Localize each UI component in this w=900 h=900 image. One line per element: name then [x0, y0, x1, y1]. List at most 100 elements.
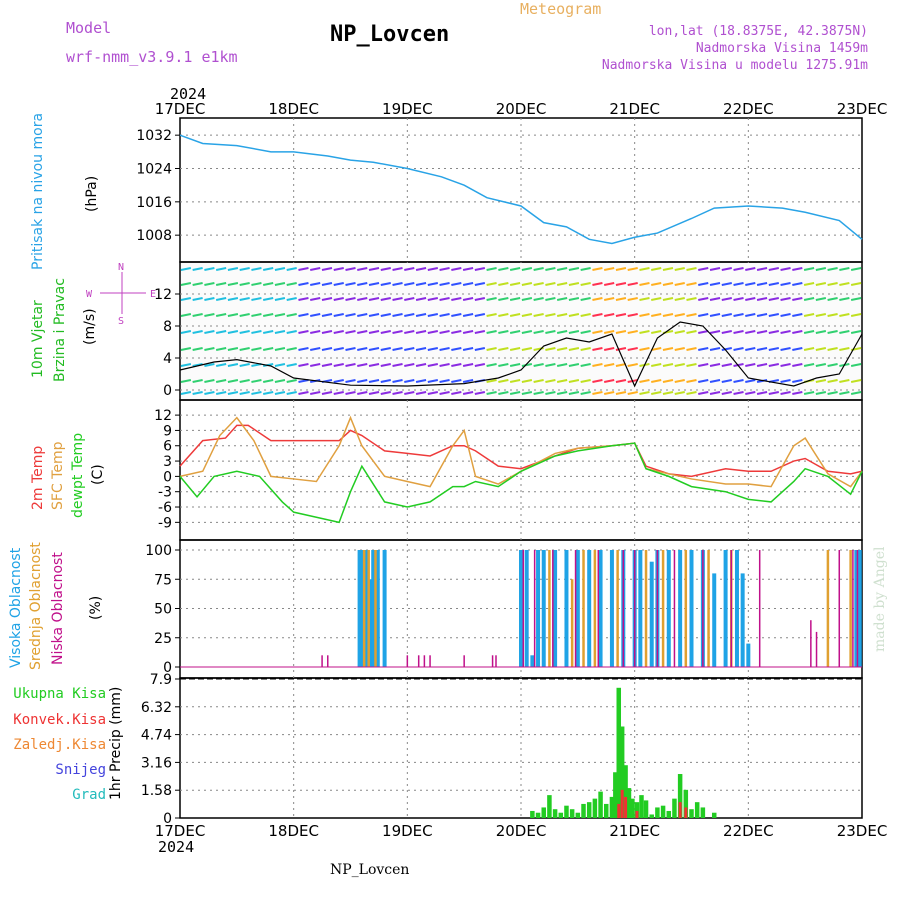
cloud-low-bar — [730, 550, 733, 667]
wind-barb — [815, 267, 827, 271]
y-tick-label: 4.74 — [141, 728, 172, 744]
wind-barb — [274, 297, 286, 301]
wind-barb — [498, 379, 509, 383]
wind-barb — [603, 347, 615, 351]
wind-barb — [545, 363, 556, 367]
precip-total-bar — [683, 789, 689, 818]
wind-barb — [345, 267, 356, 271]
wind-barb — [545, 330, 556, 334]
wind-barb — [239, 391, 250, 395]
wind-barb — [333, 379, 344, 383]
wind-barb — [568, 267, 580, 271]
wind-barb — [298, 282, 309, 286]
wind-barb — [580, 379, 591, 383]
wind-barb — [392, 313, 403, 317]
wind-barb — [698, 363, 709, 367]
wind-barb — [286, 330, 297, 334]
model-label: Model — [66, 19, 112, 37]
wind-barb — [521, 379, 533, 383]
time-label-top: 19DEC — [382, 100, 433, 118]
wind-barb — [709, 282, 721, 286]
time-label-bottom: 20DEC — [496, 822, 547, 840]
wind-barb — [662, 297, 674, 301]
wind-barb — [662, 313, 674, 317]
precip-total-bar — [626, 788, 632, 818]
cloud-low-bar — [758, 550, 761, 667]
wind-barb — [592, 363, 603, 367]
wind-barb — [192, 313, 203, 317]
cloud-high-bar — [746, 643, 751, 667]
wind-barb — [615, 297, 627, 301]
wind-barb — [286, 363, 297, 367]
wind-barb — [192, 391, 203, 395]
time-label-bottom: 17DEC — [155, 822, 206, 840]
precip-total-bar — [639, 795, 644, 818]
wind-barb — [592, 297, 603, 301]
wind-barb — [827, 347, 838, 351]
wind-barb — [298, 267, 309, 271]
cloud-low-bar — [656, 550, 659, 667]
wind-barb — [192, 282, 203, 286]
wind-barb — [486, 330, 497, 334]
precip-total-bar — [613, 772, 618, 818]
wind-barb — [521, 267, 533, 271]
y-tick-label: 12 — [154, 287, 172, 303]
wind-barb — [780, 282, 791, 286]
wind-barb — [239, 282, 250, 286]
cloud-low-bar — [327, 655, 329, 667]
wind-barb — [639, 391, 650, 395]
cloud-high-bar — [587, 550, 592, 667]
wind-barb — [627, 330, 638, 334]
cloud-low-bar — [597, 550, 600, 667]
cloud-low-bar — [423, 655, 426, 667]
wind-barb — [404, 282, 415, 286]
wind-barb — [780, 267, 791, 271]
wind-barb — [709, 297, 721, 301]
cloud-mid-bar — [570, 579, 574, 667]
wind-barb — [756, 391, 768, 395]
wind-barb — [239, 330, 250, 334]
wind-barb — [815, 313, 827, 317]
wind-barb — [545, 313, 556, 317]
wind-barb — [568, 363, 580, 367]
wind-barb — [815, 379, 827, 383]
wind-barb — [651, 282, 662, 286]
wind-barb — [380, 347, 391, 351]
wind-barb — [839, 313, 850, 317]
wind-barb — [521, 282, 533, 286]
wind-barb — [592, 313, 603, 317]
wind-barb — [850, 363, 862, 367]
wind-barb — [839, 267, 850, 271]
wind-barb — [756, 267, 768, 271]
wind-barb — [792, 297, 803, 301]
wind-barb — [698, 297, 709, 301]
wind-barb — [239, 379, 250, 383]
wind-barb — [368, 363, 380, 367]
wind-barb — [274, 267, 286, 271]
wind-barb — [251, 297, 262, 301]
wind-barb — [286, 297, 297, 301]
wind-barb — [815, 391, 827, 395]
wind-barb — [345, 313, 356, 317]
precip-total-bar — [552, 809, 558, 818]
wind-barb — [686, 267, 697, 271]
cloud-high-bar — [857, 550, 862, 667]
wind-barb — [839, 391, 850, 395]
precip-total-bar — [530, 810, 535, 818]
wind-barb — [357, 282, 368, 286]
precip-conv-bar — [684, 807, 688, 818]
wind-barb — [404, 330, 415, 334]
wind-barb — [462, 297, 474, 301]
wind-barb — [286, 347, 297, 351]
wind-barb — [545, 379, 556, 383]
wind-barb — [533, 267, 544, 271]
wind-barb — [474, 313, 486, 317]
wind-barb — [533, 391, 544, 395]
wind-barb — [768, 267, 780, 271]
wind-barb — [651, 297, 662, 301]
cloud-high-bar — [854, 550, 859, 667]
wind-barb — [662, 347, 674, 351]
wind-barb — [486, 347, 497, 351]
wind-barb — [310, 267, 321, 271]
y-tick-label: 1016 — [136, 195, 172, 211]
